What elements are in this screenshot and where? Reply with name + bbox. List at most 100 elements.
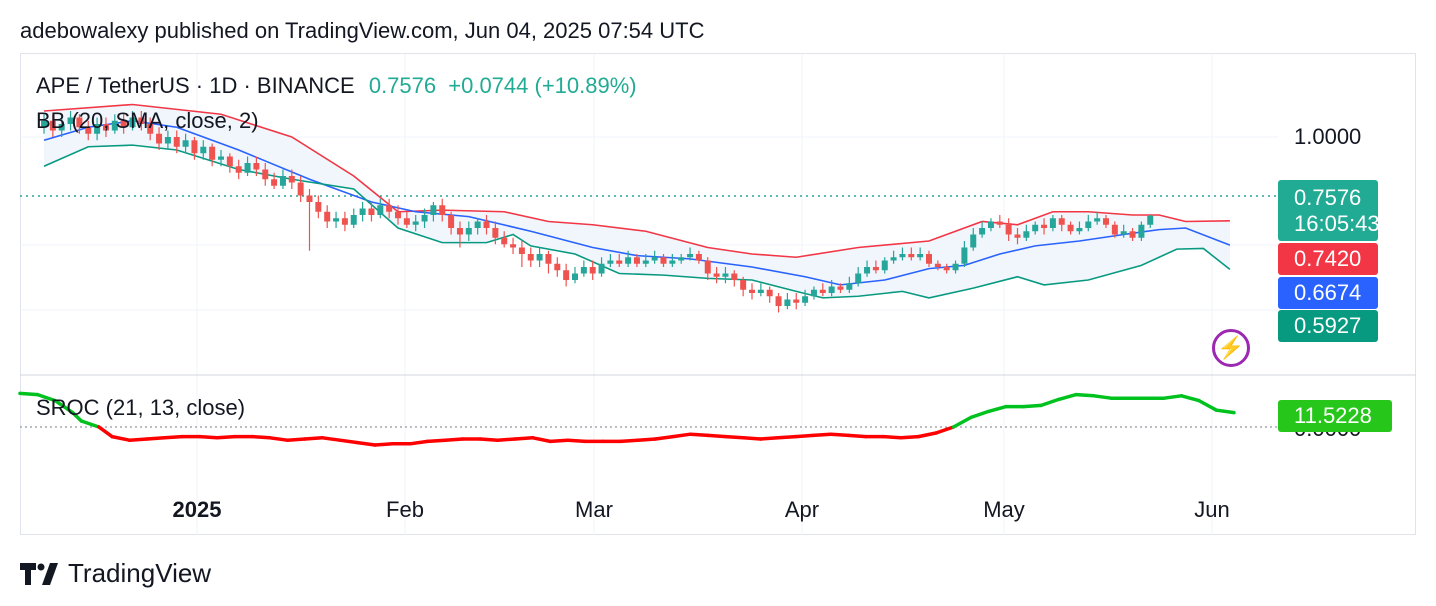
- candle-body: [1076, 228, 1083, 232]
- sroc-segment: [268, 436, 290, 442]
- sroc-segment: [1162, 394, 1184, 400]
- candle-body: [474, 221, 481, 228]
- candle-body: [67, 117, 74, 124]
- candle-body: [899, 254, 906, 258]
- countdown-value: 16:05:43: [1294, 211, 1380, 236]
- candle-body: [846, 283, 853, 290]
- candle-body: [970, 234, 977, 248]
- price-tick-1: 1.0000: [1294, 124, 1362, 149]
- sroc-segment: [495, 437, 517, 442]
- candle-body: [837, 286, 844, 290]
- sroc-segment: [197, 434, 219, 440]
- sroc-legend[interactable]: SROC (21, 13, close): [36, 395, 246, 420]
- candle-body: [350, 215, 357, 225]
- candle-body: [616, 260, 623, 264]
- candle-body: [864, 267, 871, 274]
- band-fill: [44, 104, 1230, 298]
- last-price-tag: 0.7576 16:05:43: [1278, 180, 1380, 241]
- sroc-segment: [425, 438, 447, 444]
- candle-body: [359, 208, 366, 215]
- x-tick-label: Feb: [386, 497, 424, 522]
- sroc-segment: [79, 419, 101, 429]
- sroc-segment: [1179, 394, 1201, 403]
- sroc-segment: [53, 398, 75, 415]
- sroc-segment: [443, 437, 465, 442]
- sroc-segment: [951, 415, 973, 429]
- candle-body: [855, 273, 862, 284]
- candle-body: [722, 273, 729, 277]
- candle-body: [456, 228, 463, 235]
- sroc-segment: [776, 434, 798, 440]
- candle-body: [483, 221, 490, 228]
- bb-legend[interactable]: BB (20, SMA, close, 2): [36, 108, 259, 133]
- sroc-segment: [793, 433, 816, 439]
- candle-body: [757, 289, 764, 293]
- sroc-segment: [671, 432, 693, 439]
- candle-body: [465, 228, 472, 235]
- publish-header: adebowalexy published on TradingView.com…: [20, 18, 705, 43]
- candle-body: [704, 260, 711, 274]
- candle-body: [1094, 218, 1101, 222]
- sroc-segment: [548, 438, 570, 444]
- candle-body: [979, 228, 986, 235]
- candle-body: [563, 270, 570, 280]
- candle-body: [111, 120, 118, 131]
- candle-body: [943, 267, 950, 271]
- candle-body: [297, 182, 304, 196]
- candle-body: [819, 289, 826, 293]
- candle-body: [952, 263, 959, 271]
- candle-body: [961, 247, 968, 264]
- legend-price: 0.7576: [368, 73, 437, 98]
- chart-frame[interactable]: [20, 53, 1416, 535]
- sroc-segment: [986, 404, 1008, 414]
- x-axis-labels: 2025 Feb Mar Apr May Jun: [173, 497, 1230, 522]
- candle-body: [120, 120, 127, 128]
- candle-body: [987, 221, 994, 228]
- candle-body: [377, 205, 384, 215]
- basis-tag: 0.6674: [1278, 277, 1378, 309]
- candle-body: [333, 218, 340, 222]
- sroc-segment: [723, 434, 745, 440]
- x-tick-label: 2025: [173, 497, 222, 522]
- symbol-legend[interactable]: APE / TetherUS · 1D · BINANCE 0.7576 +0.…: [36, 73, 637, 99]
- candle-body: [589, 267, 596, 274]
- candle-body: [76, 117, 83, 128]
- legend-change: +0.0744 (+10.89%): [448, 73, 637, 98]
- sroc-segment: [618, 438, 640, 444]
- candle-body: [147, 124, 154, 134]
- candle-body: [1041, 224, 1048, 228]
- sroc-segment: [899, 434, 921, 440]
- sroc-segment: [320, 436, 342, 442]
- candle-body: [802, 296, 809, 303]
- sroc-line: [18, 391, 1278, 447]
- candle-body: [1120, 231, 1127, 235]
- candle-body: [412, 221, 419, 225]
- sroc-segment: [688, 432, 710, 438]
- candle-body: [395, 211, 401, 219]
- footer-brand[interactable]: TradingView: [20, 558, 211, 589]
- candle-body: [288, 176, 295, 183]
- candle-body: [996, 221, 1003, 225]
- candle-body: [580, 267, 587, 274]
- sroc-segment: [758, 436, 780, 441]
- candle-body: [448, 215, 455, 228]
- x-tick-label: Mar: [575, 497, 613, 522]
- sroc-segment: [250, 434, 272, 440]
- lightning-icon[interactable]: ⚡: [1212, 329, 1250, 367]
- candle-body: [1049, 218, 1056, 228]
- candle-body: [262, 169, 269, 180]
- candle-body: [881, 260, 888, 271]
- sroc-segment: [338, 438, 360, 445]
- candle-body: [1138, 224, 1145, 238]
- candle-body: [695, 254, 702, 261]
- sroc-segment: [1214, 408, 1236, 415]
- candle-body: [129, 117, 136, 128]
- sroc-tag: 11.5228: [1278, 400, 1392, 432]
- candle-body: [191, 140, 198, 154]
- candle-body: [1085, 221, 1092, 228]
- candle-body: [545, 254, 552, 264]
- candle-body: [749, 289, 755, 293]
- sroc-segment: [18, 391, 40, 397]
- candle-body: [324, 211, 331, 222]
